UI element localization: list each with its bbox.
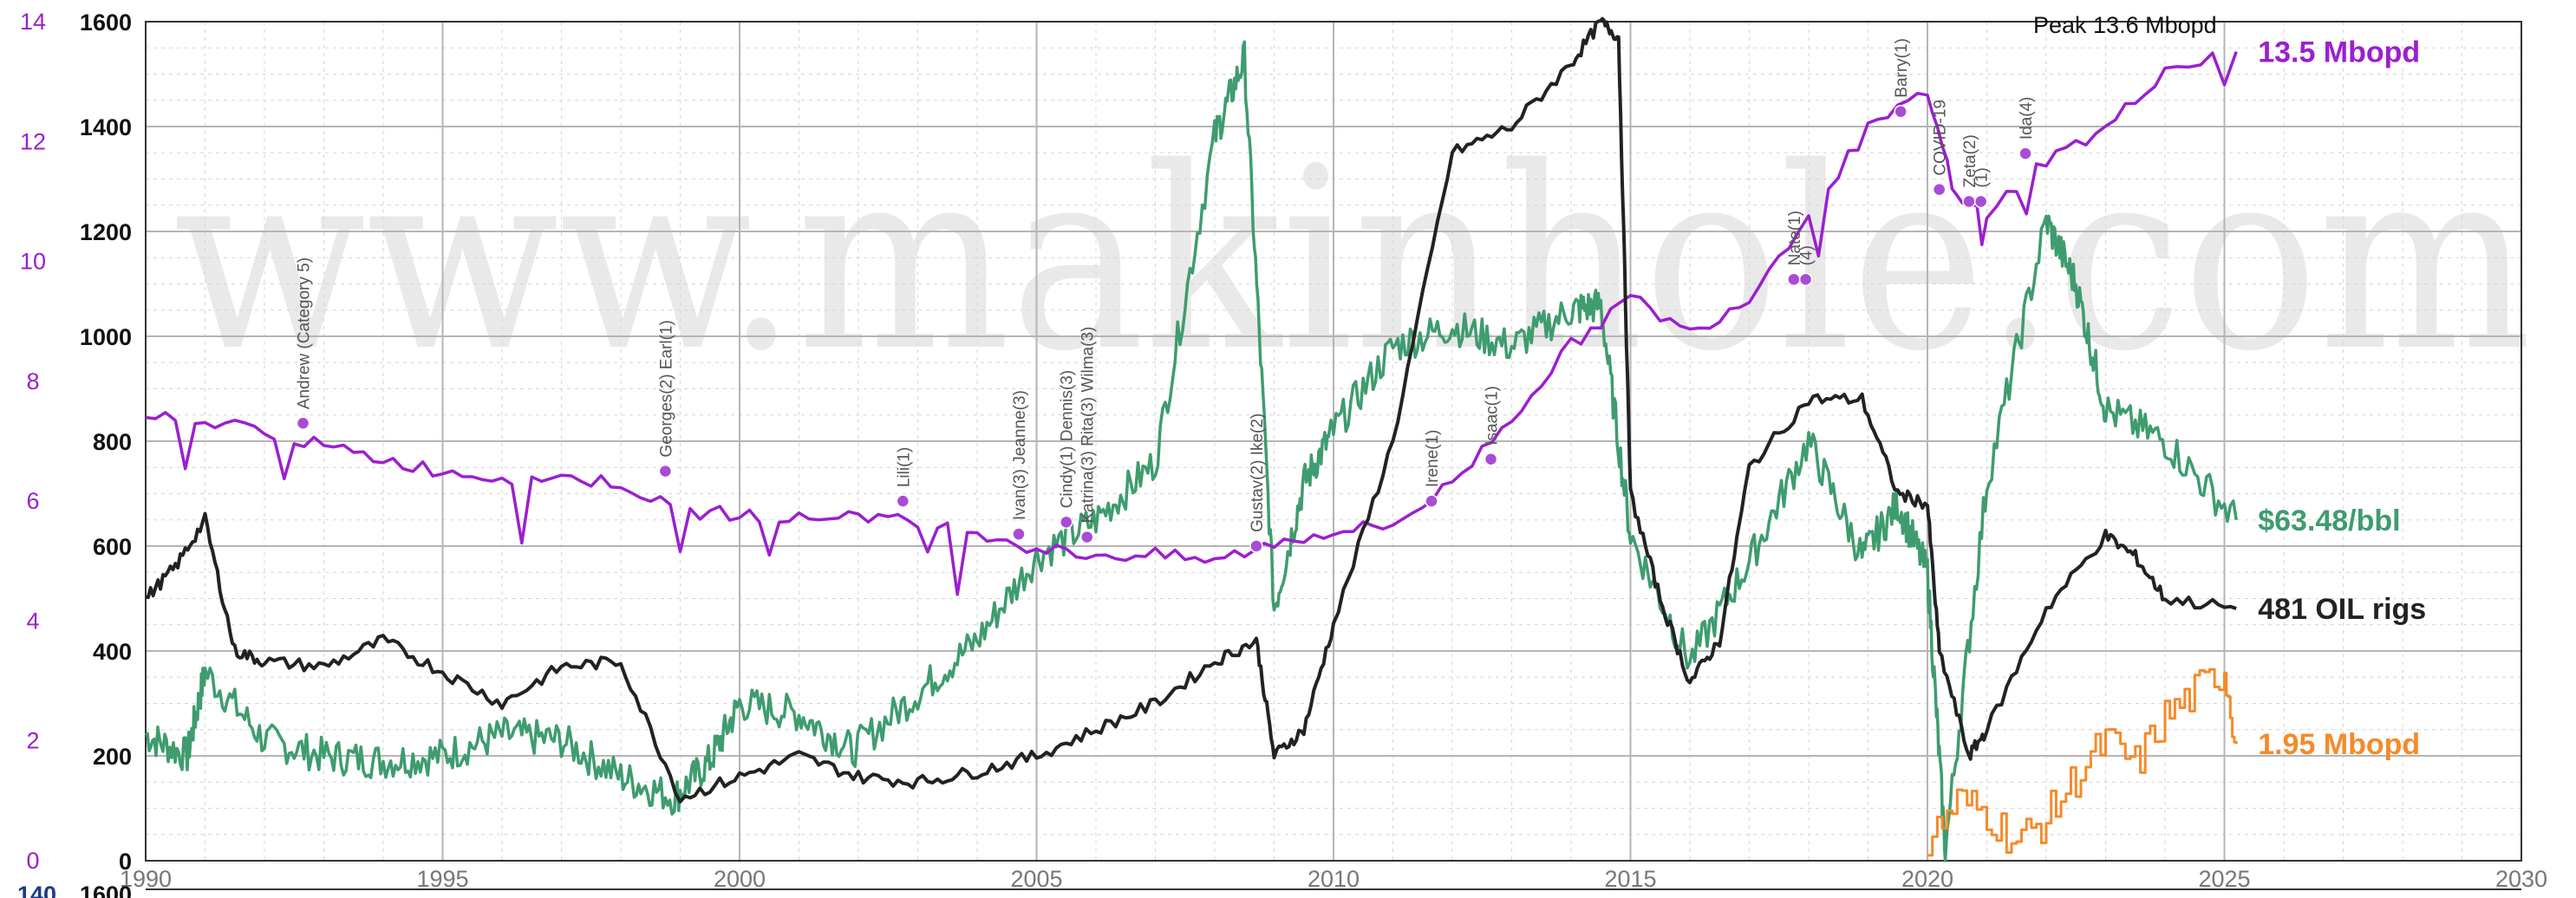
chart-ticks: 0246810121402004006008001000120014001600… (17, 9, 2547, 898)
watermark: www.makinhole.com (173, 114, 2532, 407)
hurricane-label: Nate(1) (1786, 211, 1804, 265)
hurricane-label: COVID-19 (1932, 100, 1950, 176)
hurricane-marker (658, 464, 673, 478)
hurricane-label: Ida(4) (2018, 96, 2036, 140)
series-end-label-0: 13.5 Mbopd (2258, 36, 2420, 69)
next-panel-main-tick: 1600 (80, 882, 132, 898)
hurricane-marker (896, 494, 910, 508)
hurricane-marker (1973, 194, 1988, 209)
hurricane-label: Katrina(3) Rita(3) Wilma(3) (1079, 327, 1098, 524)
hurricane-marker (1249, 539, 1263, 553)
main-axis-tick-label: 400 (93, 639, 132, 665)
hurricane-label: Gustav(2) Ike(2) (1249, 413, 1267, 532)
x-axis-tick-label: 2030 (2495, 866, 2547, 892)
hurricane-marker (2018, 146, 2032, 160)
series-line-3 (1927, 667, 2238, 857)
x-axis-tick-label: 2005 (1010, 866, 1062, 892)
main-axis-tick-label: 800 (93, 429, 132, 455)
hurricane-label: Cindy(1) Dennis(3) (1059, 370, 1077, 508)
x-axis-tick-label: 2015 (1604, 866, 1656, 892)
hurricane-label: Irene(1) (1424, 430, 1442, 488)
hurricane-label: Isaac(1) (1484, 386, 1502, 446)
hurricane-marker (1079, 530, 1094, 544)
x-axis-tick-label: 2025 (2198, 866, 2250, 892)
main-axis-tick-label: 1000 (80, 324, 132, 350)
left-axis-tick-label: 14 (20, 9, 46, 35)
series-line-1 (144, 40, 2238, 862)
chart-grid (145, 21, 2522, 890)
left-axis-tick-label: 12 (20, 128, 46, 154)
plot-frame (145, 21, 2522, 862)
left-axis-tick-label: 6 (26, 488, 39, 514)
main-axis-tick-label: 1400 (80, 114, 132, 140)
left-axis-tick-label: 8 (26, 368, 39, 394)
hurricane-label: Andrew (Category 5) (296, 257, 314, 409)
main-axis-tick-label: 1600 (80, 10, 132, 36)
hurricane-marker (1060, 515, 1073, 530)
series-end-label-2: 481 OIL rigs (2258, 593, 2426, 626)
x-axis-tick-label: 2000 (714, 866, 766, 892)
x-axis-tick-label: 1990 (120, 866, 172, 892)
hurricane-marker (1798, 272, 1813, 287)
hurricane-label: (1) (1973, 167, 1992, 187)
hurricane-label: Ivan(3) Jeanne(3) (1011, 390, 1029, 520)
hurricane-marker (1484, 452, 1498, 466)
left-axis-tick-label: 0 (26, 848, 39, 874)
peak-label: Peak 13.6 Mbopd (2033, 12, 2217, 38)
x-axis-tick-label: 1995 (416, 866, 468, 892)
hurricane-marker (1932, 182, 1947, 197)
series-end-label-3: 1.95 Mbopd (2258, 728, 2420, 761)
series-line-2 (145, 16, 2237, 804)
x-axis-tick-label: 2010 (1308, 866, 1360, 892)
hurricane-label: (4) (1798, 245, 1816, 265)
hurricane-label: Zeta(2) (1961, 134, 1979, 187)
main-axis-tick-label: 1200 (80, 219, 132, 245)
hurricane-label: Georges(2) Earl(1) (657, 320, 675, 457)
chart-series (144, 16, 2238, 862)
main-axis-tick-label: 0 (119, 849, 132, 875)
left-axis-tick-label: 2 (26, 728, 39, 754)
hurricane-marker (1012, 527, 1026, 541)
hurricane-label: Lili(1) (895, 447, 913, 487)
series-end-label-1: $63.48/bbl (2258, 504, 2400, 537)
hurricane-label: Barry(1) (1893, 38, 1911, 98)
main-axis-tick-label: 200 (93, 744, 132, 770)
main-axis-tick-label: 600 (93, 534, 132, 560)
hurricane-marker (1962, 194, 1976, 209)
hurricane-marker (1425, 494, 1438, 508)
left-axis-tick-label: 4 (26, 608, 39, 634)
hurricane-marker (1894, 104, 1908, 119)
series-line-0 (145, 51, 2238, 596)
x-axis-tick-label: 2020 (1901, 866, 1953, 892)
left-axis-tick-label: 10 (20, 249, 46, 275)
hurricane-marker (296, 416, 310, 431)
chart-annotations: Andrew (Category 5) Georges(2) Earl(1) Lil… (296, 38, 2036, 553)
next-panel-left-tick: 140 (17, 882, 56, 898)
chart-end-labels: $63.48/bbl 13.5 Mbopd 1.95 Mbopd 481 OIL ri… (2258, 36, 2426, 762)
hurricane-marker (1787, 272, 1801, 287)
